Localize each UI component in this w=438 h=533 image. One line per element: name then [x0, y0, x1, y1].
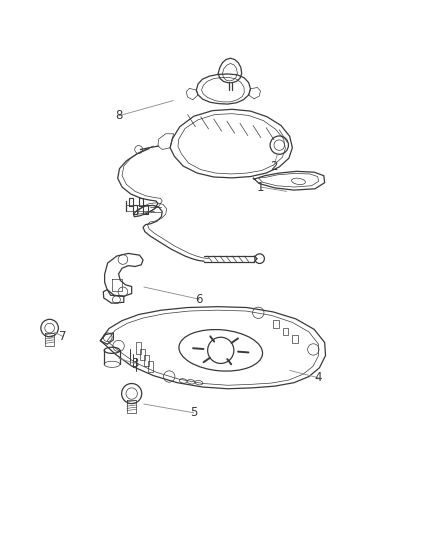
Text: 8: 8	[115, 109, 122, 123]
Text: 7: 7	[59, 330, 67, 343]
Text: 3: 3	[131, 357, 139, 370]
Text: 2: 2	[270, 159, 277, 173]
Text: 6: 6	[196, 293, 203, 306]
Text: 5: 5	[190, 406, 198, 419]
Text: 1: 1	[257, 181, 264, 193]
Text: 4: 4	[315, 372, 322, 384]
